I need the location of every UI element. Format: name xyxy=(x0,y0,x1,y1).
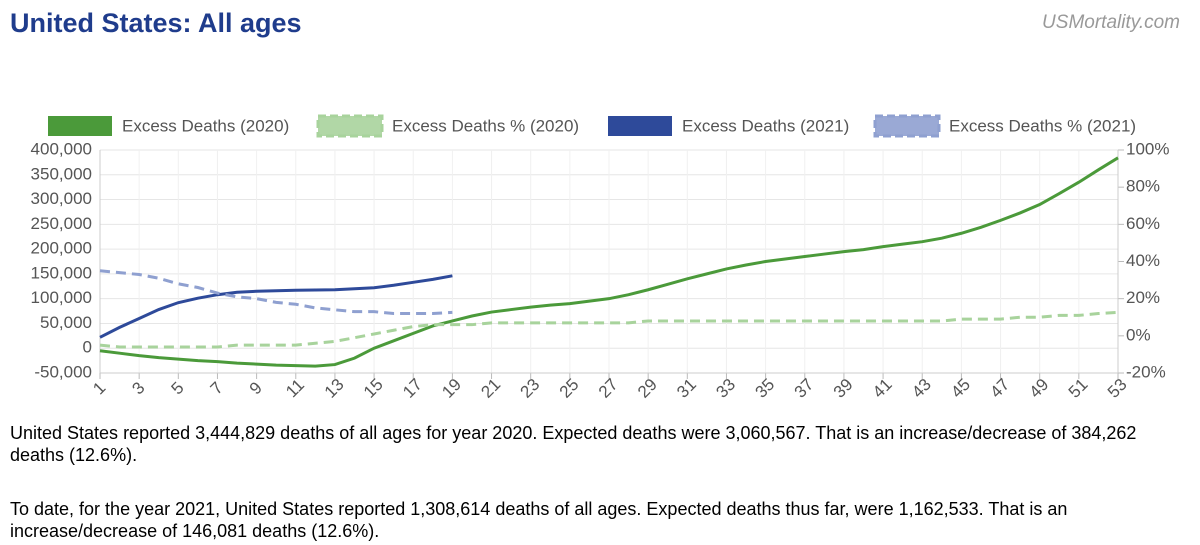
page-title: United States: All ages xyxy=(10,8,302,38)
legend-label: Excess Deaths % (2020) xyxy=(392,116,579,135)
x-tick-label: 27 xyxy=(595,375,622,402)
x-tick-label: 9 xyxy=(246,378,266,398)
summary-2020: United States reported 3,444,829 deaths … xyxy=(10,423,1137,465)
y2-tick-label: 0% xyxy=(1126,325,1151,344)
legend-swatch xyxy=(48,116,112,136)
x-tick-label: 15 xyxy=(360,375,387,402)
x-tick-label: 49 xyxy=(1026,375,1053,402)
y-tick-label: 250,000 xyxy=(31,214,92,233)
x-tick-label: 5 xyxy=(168,378,188,398)
chart: -50,000 0 50,000 100,000 150,000 200,000 250,0… xyxy=(31,114,1169,402)
y2-tick-label: 20% xyxy=(1126,288,1160,307)
series-line xyxy=(99,156,1119,368)
y-tick-label: -50,000 xyxy=(34,362,92,381)
series-line xyxy=(99,274,453,339)
y-tick-label: 400,000 xyxy=(31,139,92,158)
site-name: USMortality.com xyxy=(1042,12,1180,33)
legend-swatch xyxy=(873,114,941,138)
y-tick-label: 350,000 xyxy=(31,164,92,183)
x-tick-label: 25 xyxy=(556,375,583,402)
x-tick-label: 31 xyxy=(673,375,700,402)
x-tick-label: 29 xyxy=(634,375,661,402)
series-line xyxy=(99,310,1119,349)
y2-tick-label: 40% xyxy=(1126,251,1160,270)
x-tick-label: 11 xyxy=(282,375,308,401)
x-tick-label: 1 xyxy=(89,378,109,398)
x-tick-label: 39 xyxy=(830,375,857,402)
y-tick-label: 0 xyxy=(83,338,92,357)
y-tick-label: 150,000 xyxy=(31,263,92,282)
summary-2021: To date, for the year 2021, United State… xyxy=(10,499,1068,541)
y2-tick-label: 60% xyxy=(1126,214,1160,233)
x-tick-label: 37 xyxy=(791,375,818,402)
x-tick-label: 13 xyxy=(321,375,348,402)
series-line xyxy=(99,269,453,316)
y2-tick-label: 100% xyxy=(1126,139,1169,158)
legend-label: Excess Deaths (2021) xyxy=(682,116,849,135)
x-tick-label: 23 xyxy=(517,375,544,402)
x-tick-label: 3 xyxy=(128,378,148,398)
x-tick-label: 7 xyxy=(207,378,227,398)
legend-swatch xyxy=(608,116,672,136)
legend-label: Excess Deaths % (2021) xyxy=(949,116,1136,135)
x-tick-label: 41 xyxy=(869,375,896,402)
y-tick-label: 200,000 xyxy=(31,239,92,258)
y2-tick-label: -20% xyxy=(1126,362,1166,381)
x-tick-label: 45 xyxy=(947,375,974,402)
y2-tick-label: 80% xyxy=(1126,177,1160,196)
x-tick-label: 51 xyxy=(1065,375,1092,402)
x-tick-label: 35 xyxy=(751,375,778,402)
y-tick-label: 300,000 xyxy=(31,189,92,208)
x-tick-label: 21 xyxy=(477,375,504,402)
x-tick-label: 47 xyxy=(986,375,1013,402)
legend-swatch xyxy=(316,114,384,138)
y-tick-label: 100,000 xyxy=(31,288,92,307)
x-tick-label: 19 xyxy=(438,375,465,402)
legend-label: Excess Deaths (2020) xyxy=(122,116,289,135)
x-tick-label: 33 xyxy=(712,375,739,402)
y-tick-label: 50,000 xyxy=(40,313,92,332)
x-tick-label: 17 xyxy=(399,375,426,402)
x-tick-label: 43 xyxy=(908,375,935,402)
